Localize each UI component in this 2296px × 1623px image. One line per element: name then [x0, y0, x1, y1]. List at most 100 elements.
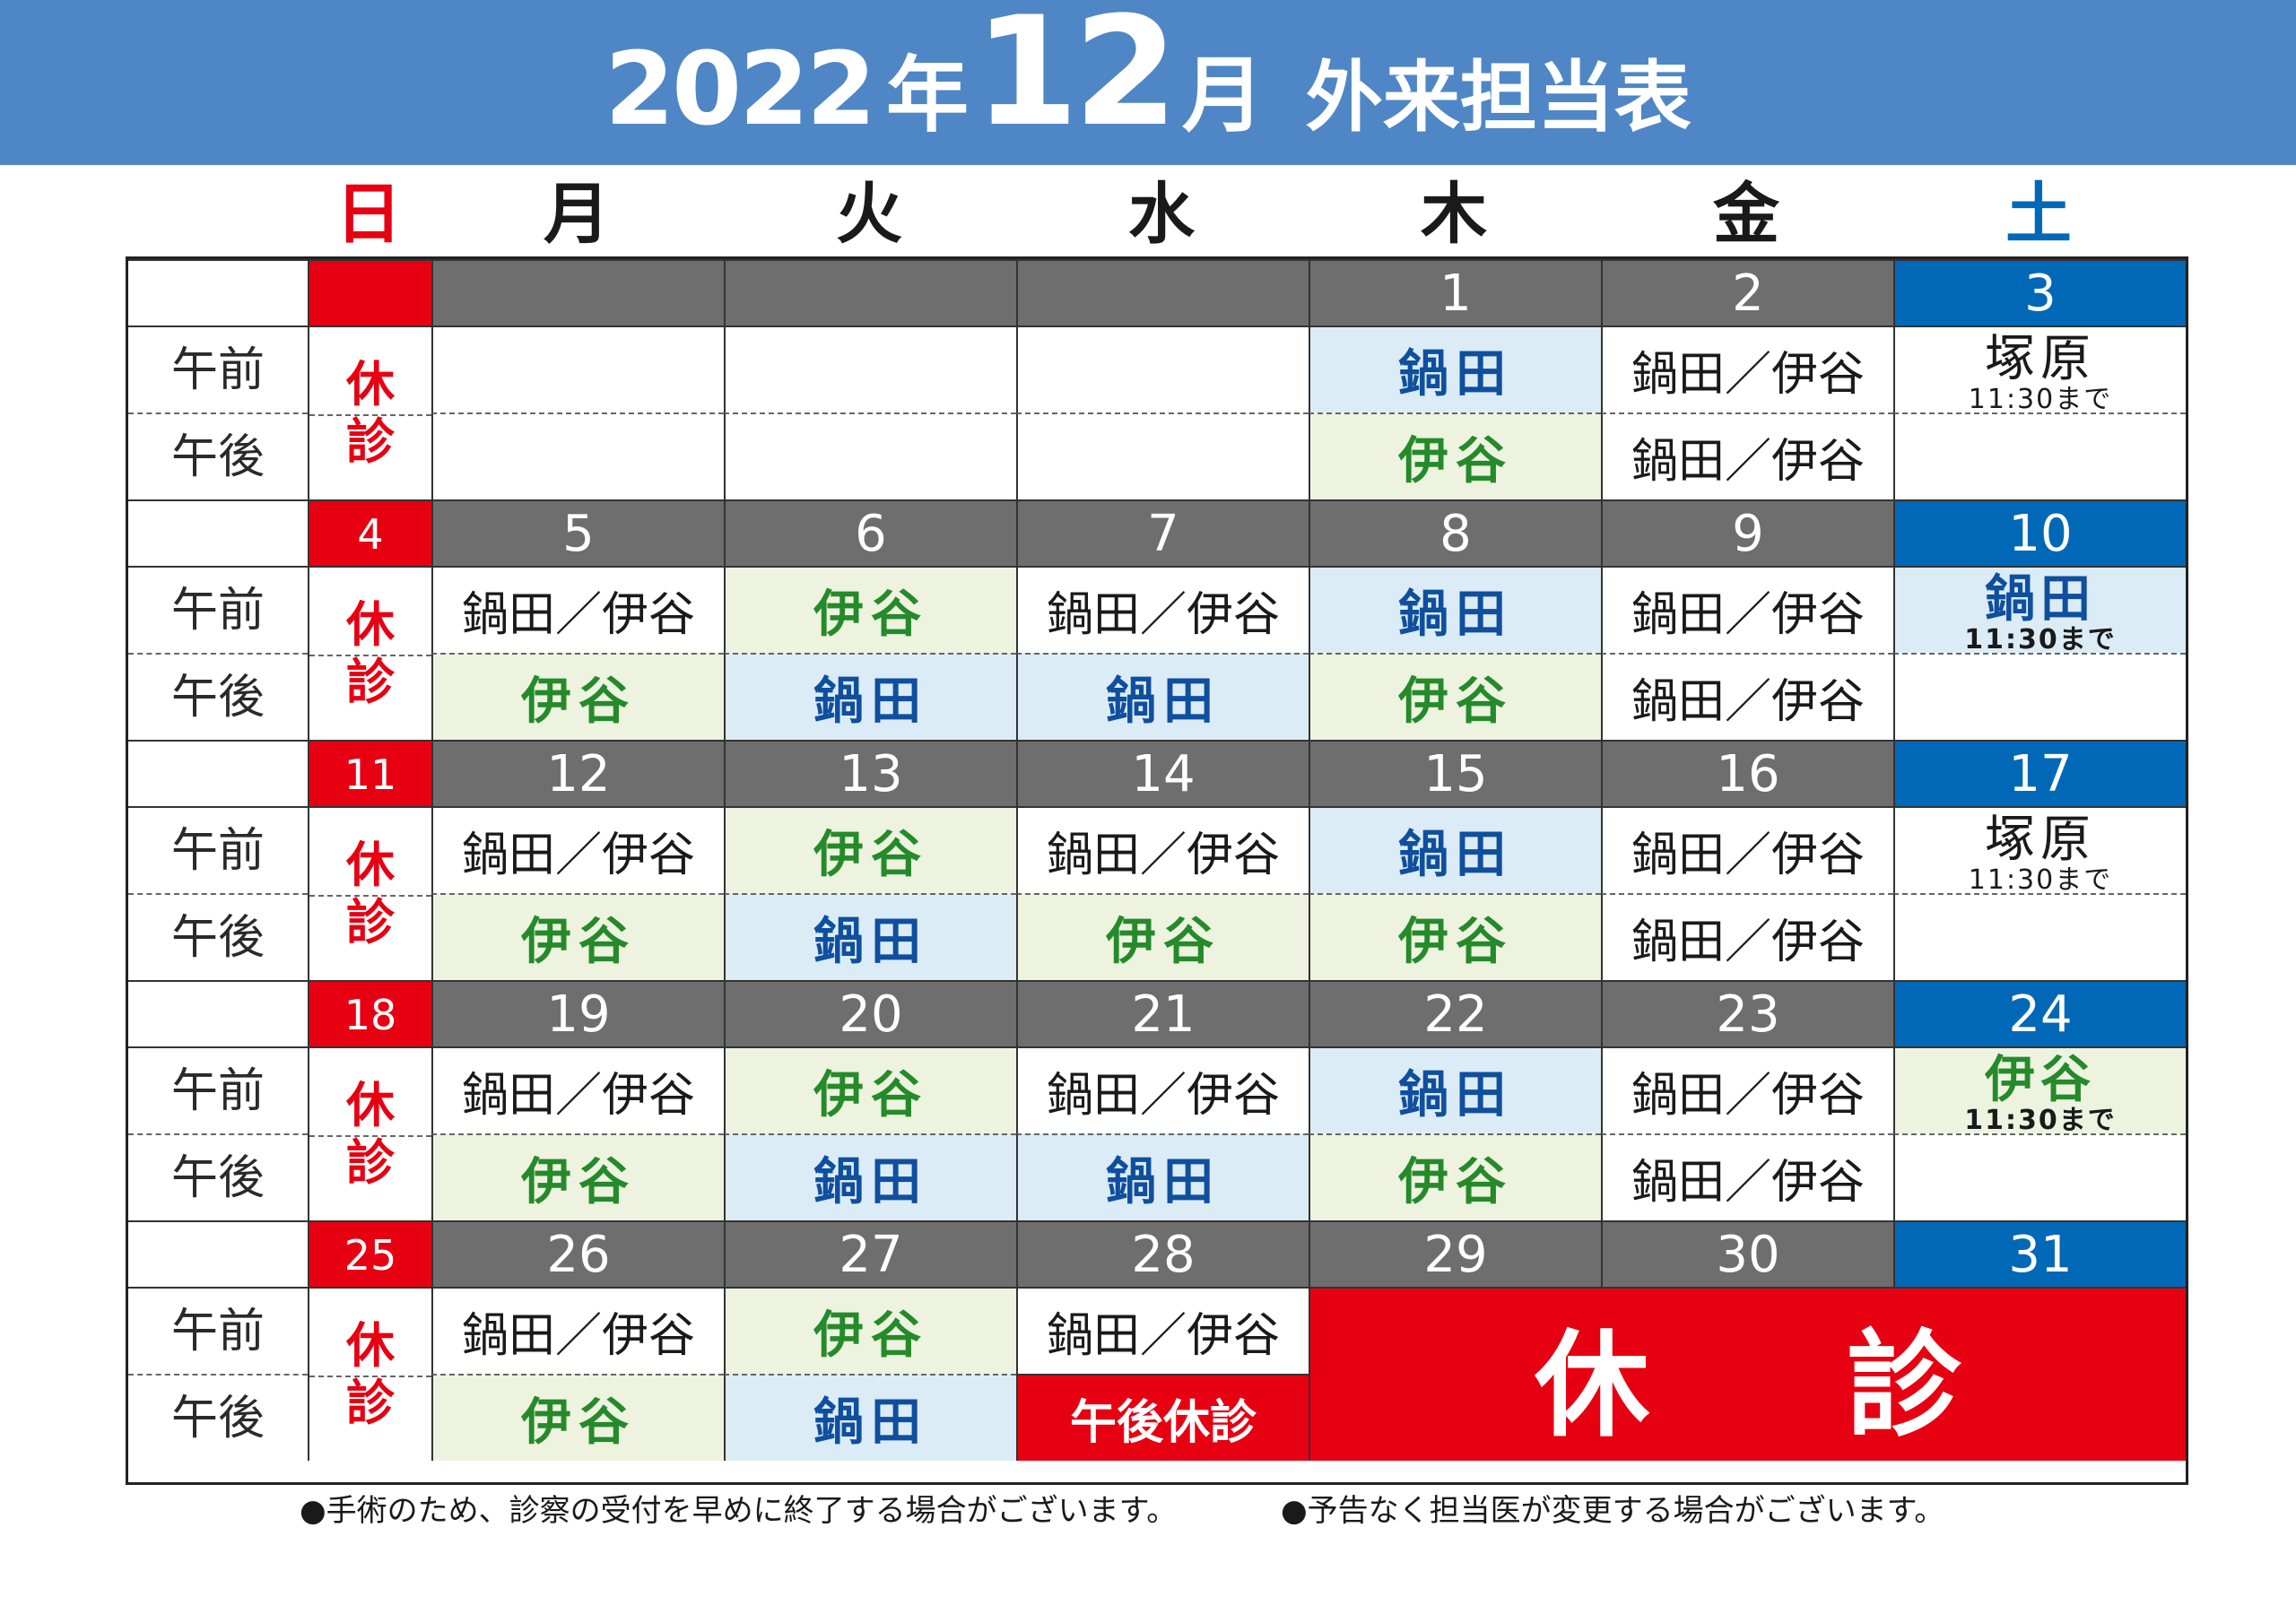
date-cell: 26	[431, 1220, 724, 1287]
date-cell: 13	[724, 740, 1016, 806]
date-cell: 20	[724, 980, 1016, 1046]
doctor-name: 鍋田／伊谷	[461, 1069, 695, 1123]
closed-char: 診	[346, 413, 395, 470]
date-cell: 21	[1016, 980, 1309, 1046]
doctor-name: 鍋田／伊谷	[1046, 1069, 1280, 1123]
note-surgery: ●手術のため、診察の受付を早めに終了する場合がございます。	[300, 1493, 1178, 1529]
pm-slot: 伊谷	[1309, 412, 1601, 499]
pm-slot: 鍋田／伊谷	[1601, 1133, 1893, 1220]
doctor-name: 鍋田／伊谷	[461, 829, 695, 882]
title-getsu: 月	[1181, 48, 1265, 143]
am-label: 午前	[128, 1287, 308, 1374]
sunday-divider	[309, 655, 431, 656]
date-cell: 22	[1309, 980, 1601, 1046]
doctor-name: 伊谷	[813, 586, 928, 644]
date-row-spacer	[128, 980, 308, 1046]
date-cell: 3	[1893, 259, 2186, 325]
doctor-name: 鍋田／伊谷	[1631, 829, 1865, 882]
pm-slot: 鍋田	[724, 1374, 1016, 1461]
doctor-name: 鍋田	[1398, 826, 1513, 884]
doctor-name: 伊谷	[1398, 1153, 1513, 1211]
pm-slot	[1893, 653, 2186, 740]
doctor-name: 鍋田／伊谷	[1046, 829, 1280, 882]
pm-slot: 伊谷	[431, 893, 724, 980]
pm-slot: 伊谷	[1016, 893, 1309, 980]
sunday-closed: 休診	[308, 1046, 431, 1220]
pm-slot	[1893, 1133, 2186, 1220]
doctor-name: 鍋田	[1398, 345, 1513, 404]
title-month: 12	[973, 0, 1178, 160]
doctor-name: 鍋田／伊谷	[461, 1309, 695, 1363]
pm-slot: 伊谷	[1309, 1133, 1601, 1220]
closed-char: 診	[346, 894, 395, 950]
am-slot: 鍋田／伊谷	[431, 1046, 724, 1133]
title-year: 2022	[604, 31, 876, 148]
date-cell: 6	[724, 499, 1016, 566]
date-cell: 12	[431, 740, 724, 806]
pm-label: 午後	[128, 1374, 308, 1461]
closed-char: 休	[346, 1077, 395, 1133]
doctor-name: 伊谷	[813, 1306, 928, 1365]
pm-slot: 伊谷	[1309, 893, 1601, 980]
doctor-name: 伊谷	[1398, 673, 1513, 731]
closed-char: 診	[346, 1134, 395, 1191]
am-slot: 鍋田／伊谷	[431, 806, 724, 893]
date-cell: 16	[1601, 740, 1893, 806]
time-note: 11:30まで	[1964, 1104, 2117, 1136]
date-cell: 15	[1309, 740, 1601, 806]
am-slot: 鍋田 11:30まで	[1893, 566, 2186, 653]
date-cell: 11	[308, 740, 431, 806]
closed-char: 診	[346, 654, 395, 710]
pm-slot: 鍋田／伊谷	[1601, 893, 1893, 980]
am-label: 午前	[128, 325, 308, 412]
doctor-name: 鍋田／伊谷	[1631, 435, 1865, 489]
pm-slot: 伊谷	[431, 653, 724, 740]
pm-slot: 鍋田	[724, 1133, 1016, 1220]
pm-slot: 伊谷	[431, 1133, 724, 1220]
doctor-name: 鍋田	[813, 673, 928, 731]
date-cell	[431, 259, 724, 325]
pm-slot: 鍋田／伊谷	[1601, 653, 1893, 740]
closed-char: 休	[346, 1317, 395, 1374]
pm-slot: 伊谷	[1309, 653, 1601, 740]
date-cell: 23	[1601, 980, 1893, 1046]
date-cell: 29	[1309, 1220, 1601, 1287]
am-slot	[1016, 325, 1309, 412]
pm-slot	[431, 412, 724, 499]
sunday-closed: 休診	[308, 1287, 431, 1461]
date-row-spacer	[128, 1220, 308, 1287]
doctor-name: 鍋田	[1398, 1066, 1513, 1124]
doctor-name: 塚原	[1985, 810, 2096, 869]
pm-slot: 鍋田	[724, 893, 1016, 980]
am-slot: 鍋田	[1309, 806, 1601, 893]
weekday-tue: 火	[836, 176, 902, 253]
weekday-sun: 日	[335, 176, 402, 253]
date-cell	[1016, 259, 1309, 325]
footer-notes: ●手術のため、診察の受付を早めに終了する場合がございます。 ●予告なく担当医が変…	[0, 1488, 2296, 1533]
pm-slot	[1893, 412, 2186, 499]
date-cell: 2	[1601, 259, 1893, 325]
am-label: 午前	[128, 566, 308, 653]
pm-slot: 鍋田	[724, 653, 1016, 740]
doctor-name: 鍋田／伊谷	[1631, 588, 1865, 642]
doctor-name: 鍋田／伊谷	[1631, 1156, 1865, 1210]
date-cell: 7	[1016, 499, 1309, 566]
closed-char: 休	[346, 596, 395, 653]
doctor-name: 鍋田／伊谷	[1631, 1069, 1865, 1123]
closed-char: 休	[1534, 1318, 1649, 1453]
date-cell: 24	[1893, 980, 2186, 1046]
date-cell: 9	[1601, 499, 1893, 566]
am-slot: 鍋田／伊谷	[1016, 1046, 1309, 1133]
sunday-divider	[309, 1376, 431, 1377]
title-banner: 2022 年12 月外来担当表	[0, 0, 2296, 165]
doctor-name: 伊谷	[1985, 1050, 2096, 1109]
am-slot: 伊谷	[724, 566, 1016, 653]
date-cell: 10	[1893, 499, 2186, 566]
date-cell: 4	[308, 499, 431, 566]
date-row-spacer	[128, 259, 308, 325]
closed-block: 休診	[1309, 1287, 2186, 1461]
pm-slot: 鍋田／伊谷	[1601, 412, 1893, 499]
doctor-name: 鍋田	[1985, 569, 2096, 629]
pm-slot: 伊谷	[431, 1374, 724, 1461]
doctor-name: 鍋田／伊谷	[1631, 675, 1865, 729]
